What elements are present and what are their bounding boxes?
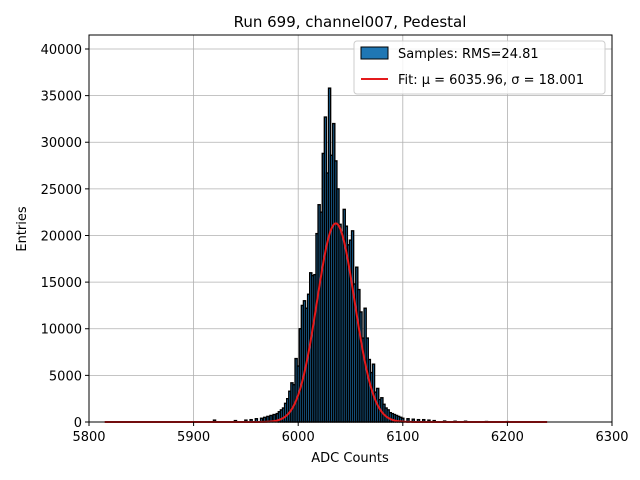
y-axis-label: Entries [15,206,30,252]
y-tick-label: 25000 [41,183,82,198]
x-tick-label: 6300 [595,430,628,445]
y-tick-label: 10000 [41,323,82,338]
legend-box [353,40,606,95]
legend-samples-label: Samples: RMS=24.81 [398,47,539,62]
x-tick-label: 6200 [491,430,524,445]
legend: Samples: RMS=24.81 Fit: μ = 6035.96, σ =… [353,40,606,95]
histogram-bars [212,87,510,423]
x-axis-ticks: 5800 5900 6000 6100 6200 6300 [72,422,629,445]
y-tick-label: 40000 [41,43,82,58]
plot-frame [88,34,613,423]
y-tick-label: 5000 [49,369,82,384]
y-tick-label: 15000 [41,276,82,291]
x-tick-label: 6100 [386,430,419,445]
y-tick-label: 35000 [41,90,82,105]
x-axis-label: ADC Counts [311,451,389,466]
x-tick-label: 6000 [282,430,315,445]
y-tick-label: 30000 [41,136,82,151]
x-tick-label: 5900 [177,430,210,445]
legend-fit-label: Fit: μ = 6035.96, σ = 18.001 [398,73,584,88]
chart-title: Run 699, channel007, Pedestal [234,13,467,31]
x-tick-label: 5800 [72,430,105,445]
y-tick-label: 20000 [41,229,82,244]
y-axis-ticks: 0 5000 10000 15000 20000 25000 30000 35000 40000 [41,43,89,431]
y-tick-label: 0 [74,416,82,431]
legend-samples-swatch [360,46,389,60]
